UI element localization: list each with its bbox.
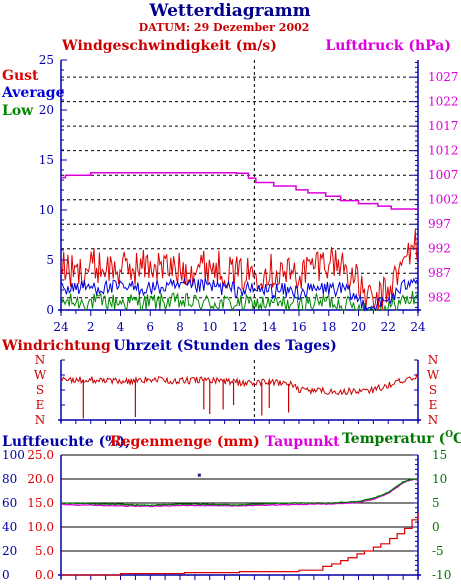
direction-series [60,373,419,396]
direction-tick-label: S [36,383,44,397]
hour-tick-label: 24 [53,320,69,334]
pressure-tick-label: 1017 [428,119,459,133]
direction-tick-label: W [427,368,440,382]
pressure-series [61,171,418,210]
rain-series [61,512,419,576]
pressure-tick-label: 1012 [428,144,459,158]
rain-title: Regenmenge (mm) [110,434,260,450]
dewpoint-series [60,478,419,508]
humidity-title: Luftfeuchte (%), [2,434,130,450]
pressure-tick-label: 1002 [428,193,459,207]
hour-tick-label: 12 [232,320,247,334]
hour-tick-label: 6 [146,320,154,334]
hour-tick-label: 22 [381,320,396,334]
direction-tick-label: S [429,383,437,397]
humidity-tick-label: 60 [2,496,17,510]
rain-tick-label: 15.0 [27,496,54,510]
wind-speed-tick-label: 10 [39,203,54,217]
hour-tick-label: 18 [321,320,336,334]
wind-speed-tick-label: 25 [39,53,54,67]
average-series [60,277,419,312]
hour-tick-label: 10 [202,320,217,334]
rain-tick-label: 10.0 [27,520,54,534]
humidity-tick-label: 40 [2,520,17,534]
wind-speed-tick-label: 0 [46,303,54,317]
temperature-series [60,478,419,507]
wind-speed-title: Windgeschwindigkeit (m/s) [61,38,277,54]
low-series [60,291,419,312]
direction-tick-label: N [35,353,46,367]
pressure-tick-label: 987 [428,266,451,280]
hour-tick-label: 16 [291,320,306,334]
dewpoint-title: Taupunkt [265,434,340,450]
legend-low: Low [2,103,34,119]
wind-speed-tick-label: 5 [46,253,54,267]
time-axis-title: Uhrzeit (Stunden des Tages) [113,338,336,354]
wind-speed-tick-label: 15 [39,153,54,167]
page-title: Wetterdiagramm [148,1,310,21]
rain-tick-label: 5.0 [35,544,54,558]
temperature-tick-label: -10 [432,568,451,582]
rain-tick-label: 25.0 [27,448,54,462]
legend-average: Average [1,85,65,101]
temperature-unit: C) [453,431,461,447]
direction-tick-label: N [428,413,439,427]
humidity-rain-temperature-panel: 100 80 60 40 20 0 0.0 5.0 10.0 15.0 20.0 25.0 -10 -5 0… [2,448,451,582]
direction-tick-label: E [429,398,438,412]
direction-tick-label: W [34,368,47,382]
hour-tick-label: 24 [410,320,426,334]
humidity-tick-label: 80 [2,472,17,486]
direction-tick-label: N [35,413,46,427]
temperature-title: Temperatur (OC) [342,430,461,447]
temperature-degree: O [445,430,453,440]
wind-direction-panel: N NW WS SE EN N [34,353,440,427]
temperature-tick-label: 15 [432,448,447,462]
hour-tick-label: 14 [262,320,278,334]
wind-pressure-panel: 0510152025982987992997100210071012101710… [39,53,459,334]
temperature-tick-label: -5 [432,544,444,558]
temperature-title-text: Temperatur ( [342,431,445,447]
pressure-tick-label: 992 [428,242,451,256]
humidity-tick-label: 0 [2,568,10,582]
humidity-tick-label: 100 [2,448,25,462]
hour-tick-label: 4 [117,320,125,334]
direction-tick-label: E [36,398,45,412]
pressure-tick-label: 982 [428,291,451,305]
wind-speed-tick-label: 20 [39,103,54,117]
gust-series [60,229,419,311]
direction-tick-label: N [428,353,439,367]
humidity-tick-label: 20 [2,544,17,558]
date-label: DATUM: 29 Dezember 2002 [139,21,310,34]
pressure-title: Luftdruck (hPa) [325,38,451,54]
temperature-tick-label: 5 [432,496,440,510]
temperature-tick-label: 0 [432,520,440,534]
rain-tick-label: 0.0 [35,568,54,582]
hour-tick-label: 8 [176,320,184,334]
legend-gust: Gust [2,68,39,84]
humidity-point [197,473,201,477]
rain-tick-label: 20.0 [27,472,54,486]
pressure-tick-label: 1027 [428,70,459,84]
hour-tick-label: 2 [87,320,95,334]
temperature-tick-label: 10 [432,472,447,486]
hour-tick-label: 20 [351,320,366,334]
pressure-tick-label: 1007 [428,168,459,182]
pressure-tick-label: 997 [428,217,451,231]
wind-direction-title: Windrichtung [1,338,111,354]
pressure-tick-label: 1022 [428,95,459,109]
